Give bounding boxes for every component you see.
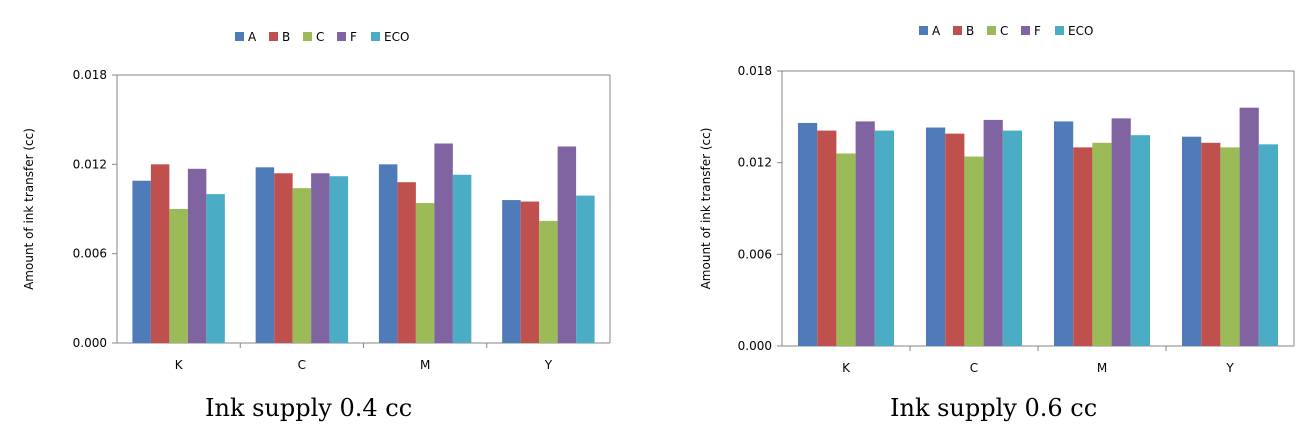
x-tick-label: Y [1225, 361, 1234, 375]
bar-m-f [434, 143, 453, 343]
legend-label-b: B [966, 24, 974, 38]
x-tick-label: K [175, 358, 184, 372]
bar-k-f [855, 121, 875, 347]
bar-k-a [132, 180, 151, 343]
bar-y-f [1239, 107, 1259, 347]
bar-m-c [415, 203, 435, 343]
bar-y-b [1201, 142, 1221, 346]
bar-m-b [1073, 147, 1093, 346]
y-tick-label: 0.012 [738, 156, 772, 170]
chart-caption: Ink supply 0.4 cc [205, 394, 413, 422]
legend-swatch-f [1021, 26, 1030, 35]
bar-k-f [187, 168, 207, 343]
legend: A B C F ECO [235, 30, 409, 44]
legend-swatch-eco [371, 32, 380, 41]
bar-m-f [1111, 118, 1131, 346]
bar-c-eco [329, 176, 349, 343]
bar-k-c [169, 209, 188, 343]
bar-y-c [1220, 147, 1240, 346]
bar-c-eco [1002, 130, 1022, 346]
bar-c-f [311, 173, 330, 343]
chart-panel-right: 0.000 0.006 0.012 0.018 Amount of ink transf… [658, 0, 1316, 431]
legend-label-f: F [1034, 24, 1041, 38]
legend-swatch-b [953, 26, 962, 35]
x-tick-label: C [970, 361, 978, 375]
legend-swatch-c [987, 26, 996, 35]
y-tick-label: 0.018 [73, 68, 107, 82]
x-tick-label: M [420, 358, 430, 372]
bar-y-f [557, 146, 577, 343]
legend-swatch-c [303, 32, 312, 41]
legend-label-a: A [932, 24, 941, 38]
bar-k-eco [206, 194, 225, 343]
bar-m-eco [452, 174, 472, 343]
chart-panel-left: 0.000 0.006 0.012 0.018 Amount of ink transf… [22, 30, 611, 422]
y-axis-label: Amount of ink transfer (cc) [22, 128, 36, 290]
bar-y-a [502, 200, 521, 343]
y-tick-label: 0.006 [738, 247, 772, 261]
bar-m-a [378, 164, 398, 343]
x-tick-label: K [842, 361, 851, 375]
bar-c-b [274, 173, 293, 343]
x-tick-label: C [298, 358, 306, 372]
y-axis-label: Amount of ink transfer (cc) [699, 128, 713, 290]
bar-c-a [255, 167, 275, 343]
bar-c-a [926, 127, 946, 347]
y-tick-label: 0.000 [738, 339, 772, 353]
legend-label-c: C [1000, 24, 1008, 38]
bar-c-b [945, 133, 965, 346]
legend-label-f: F [350, 30, 357, 44]
y-tick-label: 0.006 [73, 247, 107, 261]
legend-swatch-a [919, 26, 928, 35]
bar-k-b [150, 164, 170, 343]
bar-y-eco [576, 195, 595, 343]
bar-k-a [798, 122, 818, 346]
bar-m-eco [1130, 135, 1150, 346]
legend-swatch-b [269, 32, 278, 41]
x-tick-label: M [1097, 361, 1107, 375]
bar-chart-ink-supply-0-6: 0.000 0.006 0.012 0.018 Amount of ink transf… [699, 24, 1295, 375]
bar-y-c [539, 220, 558, 343]
legend-swatch-eco [1055, 26, 1064, 35]
chart-caption: Ink supply 0.6 cc [890, 394, 1098, 422]
legend: A B C F ECO [919, 24, 1093, 38]
legend-label-a: A [248, 30, 257, 44]
legend-label-b: B [282, 30, 290, 44]
legend-swatch-f [337, 32, 346, 41]
legend-label-eco: ECO [384, 30, 409, 44]
legend-swatch-a [235, 32, 244, 41]
legend-label-eco: ECO [1068, 24, 1093, 38]
bar-c-f [983, 119, 1003, 346]
bar-chart-ink-supply-0-4: 0.000 0.006 0.012 0.018 Amount of ink transf… [22, 30, 611, 372]
legend-label-c: C [316, 30, 324, 44]
bar-y-eco [1258, 144, 1278, 346]
y-tick-label: 0.018 [738, 64, 772, 78]
x-tick-label: Y [544, 358, 553, 372]
bar-k-b [817, 130, 837, 346]
bar-c-c [964, 156, 984, 346]
bar-m-c [1092, 142, 1112, 346]
bar-m-b [397, 182, 416, 343]
bar-y-a [1182, 136, 1202, 346]
bar-m-a [1054, 121, 1074, 347]
y-tick-label: 0.000 [73, 336, 107, 350]
bar-y-b [520, 201, 540, 343]
bar-c-c [292, 188, 312, 343]
bar-k-c [836, 153, 856, 346]
y-tick-label: 0.012 [73, 157, 107, 171]
bar-k-eco [874, 130, 894, 346]
